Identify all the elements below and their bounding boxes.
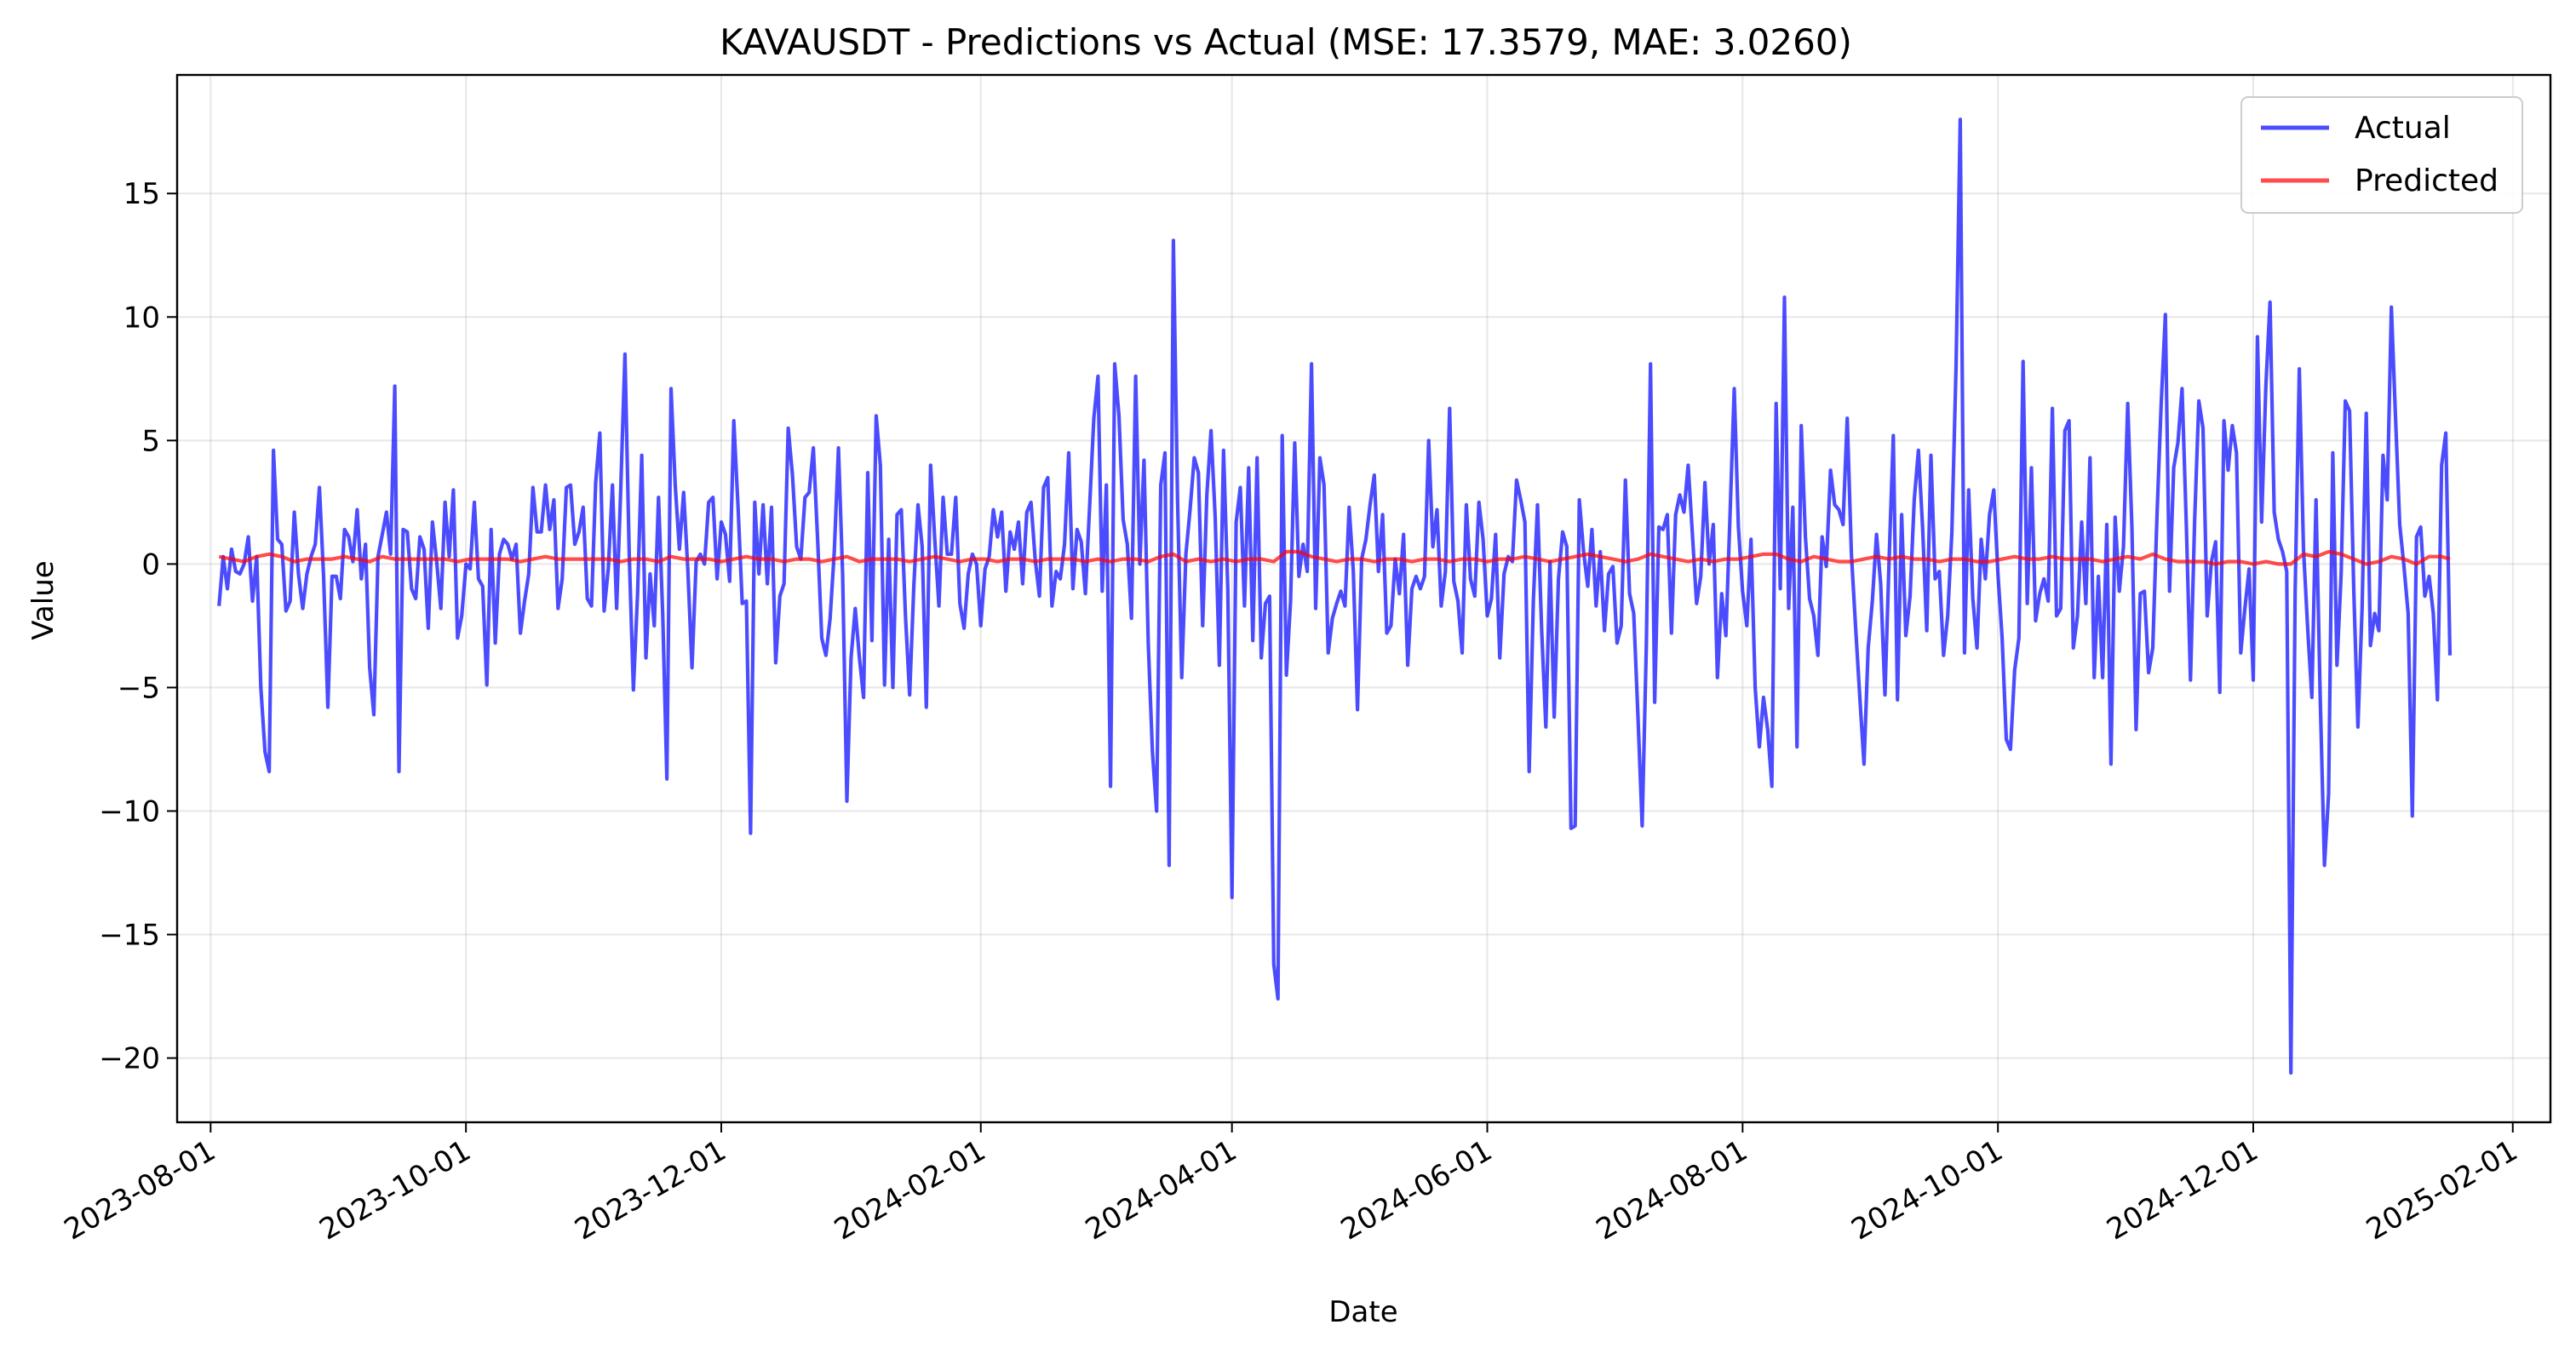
y-tick-label: −10 [99, 794, 160, 829]
series-layer [217, 118, 2453, 1075]
grid [177, 75, 2550, 1122]
series-line-actual [217, 118, 2453, 1075]
y-tick-label: 0 [141, 548, 160, 582]
y-tick-label: −15 [99, 919, 160, 953]
y-tick-label: 15 [123, 177, 160, 211]
y-tick-label: −5 [118, 671, 160, 705]
y-tick-label: 5 [141, 424, 160, 458]
chart-title: KAVAUSDT - Predictions vs Actual (MSE: 1… [720, 21, 1852, 63]
y-axis-label: Value [26, 560, 60, 639]
legend-predicted-label: Predicted [2355, 163, 2499, 198]
y-tick-label: −20 [99, 1042, 160, 1076]
legend-actual-label: Actual [2355, 111, 2451, 146]
plot-frame [175, 73, 2552, 1124]
y-axis-ticks: −20 −15 −10 −5 0 5 10 15 [99, 177, 177, 1076]
series-line-predicted [218, 549, 2451, 566]
y-tick-label: 10 [123, 301, 160, 335]
legend: Actual Predicted [2240, 96, 2523, 214]
x-axis-label: Date [1328, 1295, 1397, 1329]
